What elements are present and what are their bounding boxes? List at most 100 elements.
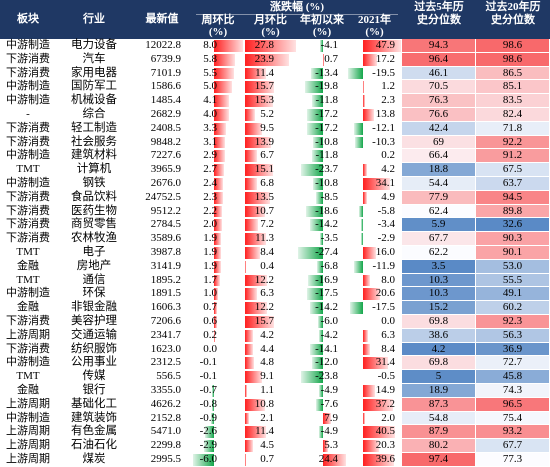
month-change-bar	[245, 191, 270, 204]
month-change-value: 6.8	[260, 177, 274, 189]
month-change-value: 23.9	[254, 52, 274, 65]
week-change-bar	[214, 150, 225, 163]
y2021-change-value: 0.0	[381, 315, 395, 327]
ytd-change-value: 24.4	[318, 453, 338, 465]
month-change-value: 6.3	[260, 287, 274, 300]
y2021-change-cell: -2.9	[347, 232, 402, 246]
pct5-cell: 69.8	[402, 356, 476, 371]
week-change-cell: -0.8	[192, 398, 244, 412]
pct5-cell: 97.4	[402, 453, 476, 467]
week-change-value: -0.8	[199, 397, 217, 410]
latest-value: 9512.2	[150, 204, 181, 217]
week-change-bar	[214, 247, 222, 259]
ytd-change-value: -8.5	[320, 190, 338, 203]
y2021-change-value: -19.5	[372, 66, 395, 79]
pct20-cell: 89.8	[476, 204, 550, 219]
ytd-change-cell: -18.6	[297, 205, 347, 219]
month-change-cell: 1.1	[244, 384, 297, 398]
week-change-bar	[214, 81, 233, 94]
week-change-value: 0.6	[203, 315, 217, 327]
ytd-change-bar	[307, 109, 324, 121]
ytd-change-bar	[313, 136, 324, 149]
month-change-value: 12.2	[254, 301, 274, 314]
ytd-change-bar	[323, 53, 325, 66]
ytd-change-cell: -17.5	[297, 287, 347, 301]
pct20-cell: 74.3	[476, 384, 550, 398]
plate-cell: 金融	[17, 301, 39, 314]
header-pct5: 过去5年历 史分位数	[402, 1, 476, 39]
latest-value: 2299.8	[150, 439, 181, 452]
week-change-cell: 1.0	[192, 287, 244, 301]
pct20-cell: 56.3	[476, 328, 550, 343]
week-change-value: 2.2	[203, 204, 217, 217]
plate-cell: 下游消费	[6, 342, 50, 355]
industry-cell: 房地产	[76, 259, 112, 272]
header-group-divider	[196, 14, 398, 15]
y2021-change-bar	[363, 191, 368, 204]
week-change-bar	[214, 53, 236, 66]
y2021-change-bar	[363, 357, 389, 370]
y2021-change-cell: 1.2	[347, 80, 402, 94]
latest-value: 2312.5	[150, 356, 181, 369]
week-change-value: 0.7	[203, 301, 217, 314]
table-row: 下游消费 食品饮料 24752.5 2.3 13.5 -8.5 4.9 77.9 94.5	[0, 190, 550, 205]
latest-value: 3141.9	[150, 259, 181, 272]
week-change-cell: -2.9	[192, 439, 244, 453]
week-change-cell: 5.0	[192, 80, 244, 94]
industry-cell: 钢铁	[82, 177, 106, 189]
header-2021-label: 2021年	[358, 14, 391, 26]
table-row: 上游周期 煤炭 2995.5 -6.0 0.7 24.4 39.6 97.4 77.3	[0, 453, 550, 467]
pct20-cell: 92.2	[476, 135, 550, 150]
latest-value: 1606.3	[150, 301, 181, 314]
y2021-change-cell: -19.5	[347, 67, 402, 81]
y2021-change-bar	[353, 260, 364, 273]
month-change-cell: 11.3	[244, 232, 297, 246]
industry-cell: 交通运输	[71, 328, 117, 341]
y2021-change-bar	[363, 385, 376, 397]
industry-cell: 家用电器	[71, 66, 117, 79]
week-change-bar	[204, 440, 215, 452]
industry-cell: 食品饮料	[71, 190, 117, 203]
ytd-change-cell: -23.8	[297, 370, 347, 384]
industry-cell: 煤炭	[82, 453, 106, 465]
month-change-bar	[245, 302, 268, 314]
month-change-cell: 6.3	[244, 287, 297, 301]
month-change-value: 13.5	[254, 190, 274, 203]
industry-cell: 社会服务	[71, 135, 117, 148]
y2021-change-cell: -10.3	[347, 136, 402, 150]
table-row: 中游制造 建筑材料 7227.6 2.9 6.7 -11.8 0.2 66.4 91.2	[0, 149, 550, 164]
latest-value: 12022.8	[145, 39, 181, 51]
week-change-value: 2.0	[203, 218, 217, 231]
week-change-value: 2.3	[203, 190, 217, 203]
y2021-change-bar	[363, 329, 369, 342]
month-change-value: 1.1	[260, 384, 274, 396]
pct5-cell: 66.4	[402, 149, 476, 164]
pct20-cell: 49.1	[476, 287, 550, 302]
month-change-value: 11.3	[255, 232, 274, 245]
header-2021: 2021年 (%)	[347, 14, 402, 39]
latest-value: 2341.7	[150, 328, 181, 341]
y2021-change-cell: 47.9	[347, 39, 402, 53]
ytd-change-value: -11.8	[315, 149, 338, 162]
pct20-cell: 83.5	[476, 94, 550, 108]
pct5-cell: 54.4	[402, 177, 476, 191]
y2021-change-bar	[363, 53, 377, 66]
table-row: 下游消费 轻工制造 2408.5 3.3 9.5 -17.2 -12.1 42.4 71.8	[0, 121, 550, 136]
month-change-value: 27.8	[254, 39, 274, 51]
y2021-change-bar	[363, 343, 370, 356]
y2021-change-cell: -5.8	[347, 205, 402, 219]
ytd-change-cell: -11.8	[297, 94, 347, 108]
header-month-unit: (%)	[261, 26, 280, 38]
week-change-cell: 2.0	[192, 218, 244, 232]
month-change-value: 4.8	[260, 356, 274, 369]
month-change-bar	[245, 136, 271, 149]
header-week-unit: (%)	[208, 26, 228, 38]
week-change-cell: 5.5	[192, 67, 244, 81]
month-change-value: 11.4	[255, 425, 274, 438]
ytd-change-value: -3.5	[320, 232, 338, 245]
industry-cell: 综合	[82, 108, 106, 120]
header-week-label: 周环比	[201, 14, 235, 26]
plate-cell: 下游消费	[6, 121, 50, 134]
pct5-cell: 77.9	[402, 190, 476, 205]
week-change-cell: 2.9	[192, 149, 244, 163]
